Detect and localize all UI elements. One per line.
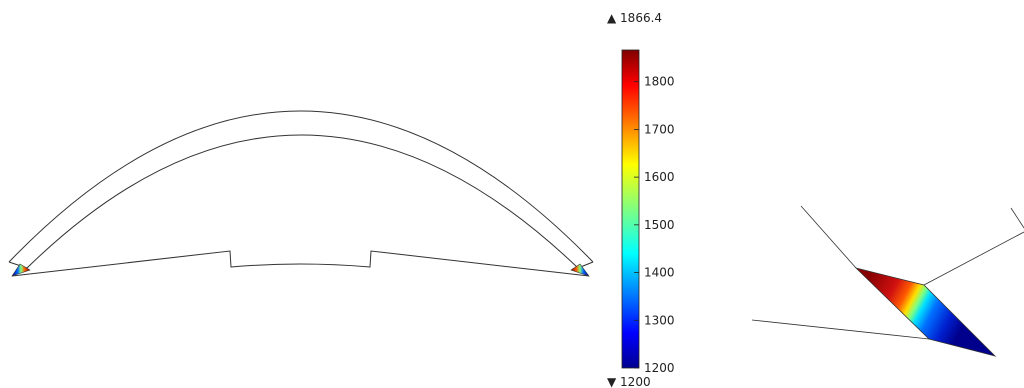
zoom-edge-right-top — [1010, 207, 1024, 229]
zoom-contact-field — [854, 267, 997, 357]
legend-tick-label: 1400 — [644, 266, 675, 280]
legend-tick-label: 1300 — [644, 313, 675, 327]
lens-geometry — [8, 110, 594, 277]
zoom-edge-upper-right — [923, 231, 1024, 286]
legend-tick-label: 1700 — [644, 122, 675, 136]
legend-ticks: 1800 1700 1600 1500 1400 1300 1200 — [634, 75, 675, 375]
legend-tick-label: 1600 — [644, 170, 675, 184]
legend-min-label: ▼ 1200 — [607, 375, 651, 388]
inner-arc — [26, 134, 579, 269]
left-contact-field — [11, 263, 31, 277]
zoom-edge-upper-left — [800, 205, 857, 269]
legend-tick-label: 1800 — [644, 75, 675, 89]
zoom-edge-lower — [751, 319, 930, 340]
legend-tick-label: 1200 — [644, 361, 675, 375]
legend-max-label: ▲ 1866.4 — [607, 11, 662, 25]
right-contact-field — [570, 263, 590, 277]
color-legend: ▲ 1866.4 1800 1700 1600 1500 1400 1300 1200 ▼ … — [607, 11, 675, 388]
outer-arc — [8, 110, 594, 263]
zoom-view — [751, 205, 1024, 340]
base-profile — [11, 250, 590, 277]
legend-tick-label: 1500 — [644, 218, 675, 232]
